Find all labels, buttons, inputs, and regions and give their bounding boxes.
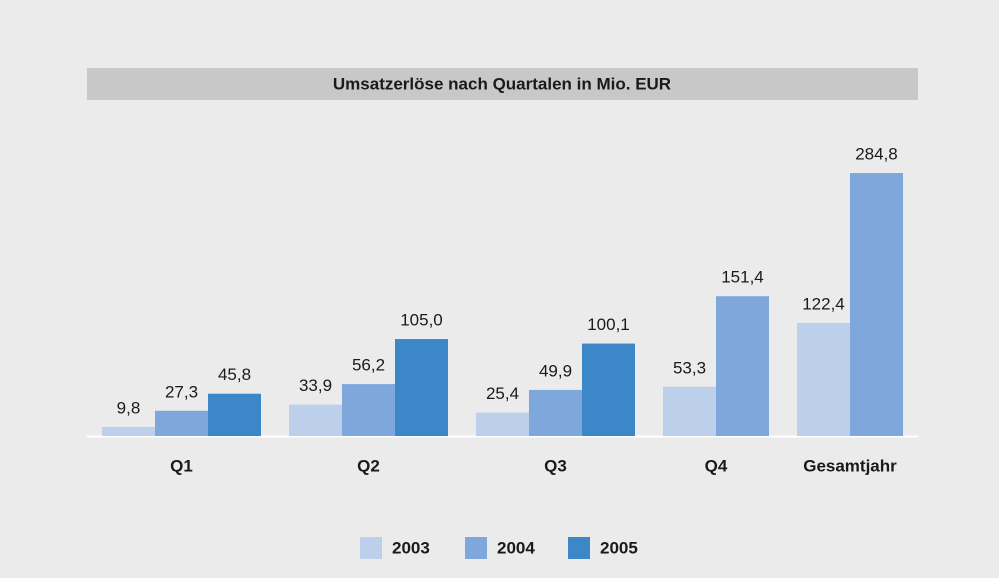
legend-swatch xyxy=(568,537,590,559)
legend-label: 2005 xyxy=(600,538,638,557)
bar xyxy=(289,404,342,436)
legend-swatch xyxy=(360,537,382,559)
x-tick-label: Q3 xyxy=(544,456,567,475)
title-bar xyxy=(87,68,918,100)
value-label: 122,4 xyxy=(802,294,845,313)
bar xyxy=(476,412,529,436)
value-label: 33,9 xyxy=(299,376,332,395)
x-tick-label: Q2 xyxy=(357,456,380,475)
value-label: 105,0 xyxy=(400,311,443,330)
value-label: 56,2 xyxy=(352,356,385,375)
value-label: 284,8 xyxy=(855,145,898,164)
bar xyxy=(797,322,850,436)
value-label: 49,9 xyxy=(539,361,572,380)
value-label: 9,8 xyxy=(117,398,141,417)
bar xyxy=(850,173,903,436)
x-tick-label: Gesamtjahr xyxy=(803,456,897,475)
x-tick-label: Q4 xyxy=(705,456,728,475)
bar xyxy=(102,426,155,436)
legend-label: 2004 xyxy=(497,538,535,557)
x-tick-label: Q1 xyxy=(170,456,193,475)
bar xyxy=(663,386,716,436)
value-label: 100,1 xyxy=(587,315,630,334)
value-label: 27,3 xyxy=(165,382,198,401)
bar xyxy=(208,393,261,436)
chart-title: Umsatzerlöse nach Quartalen in Mio. EUR xyxy=(333,74,671,93)
value-label: 151,4 xyxy=(721,268,764,287)
bar xyxy=(582,343,635,436)
legend-label: 2003 xyxy=(392,538,430,557)
value-label: 53,3 xyxy=(673,358,706,377)
value-label: 45,8 xyxy=(218,365,251,384)
legend-swatch xyxy=(465,537,487,559)
bar xyxy=(342,384,395,436)
value-label: 25,4 xyxy=(486,384,519,403)
bar xyxy=(395,339,448,436)
bar xyxy=(155,410,208,436)
bar xyxy=(716,296,769,436)
bar xyxy=(529,389,582,436)
